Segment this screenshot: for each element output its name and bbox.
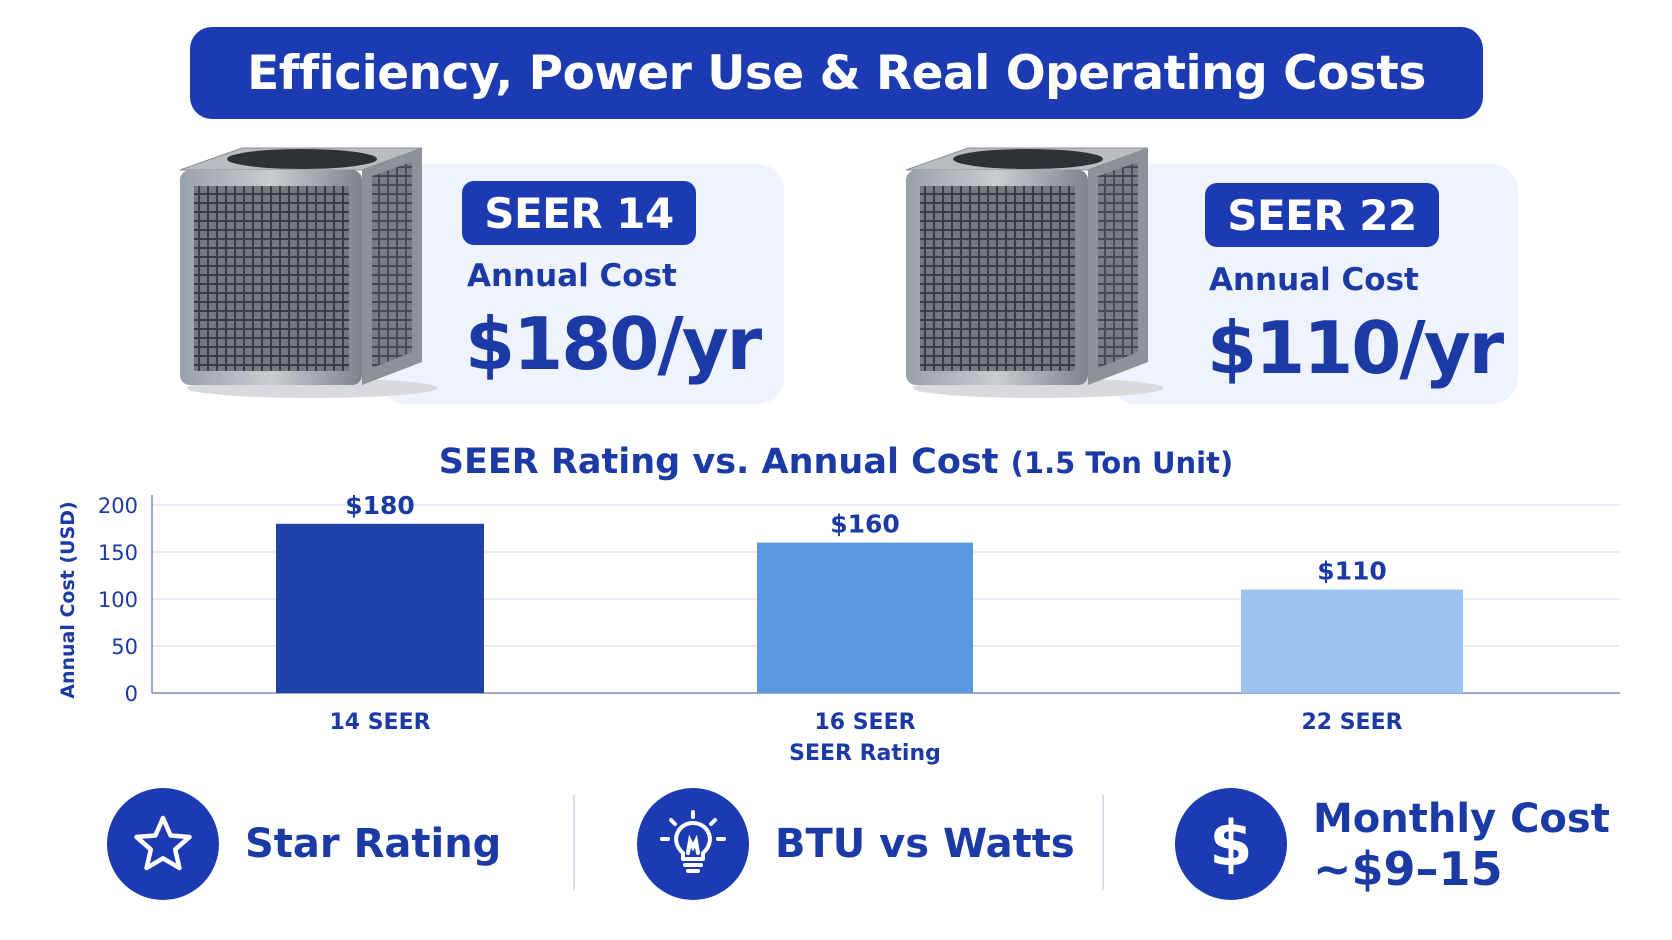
bar	[276, 523, 484, 693]
seer14-cost-value: $180/yr	[465, 302, 762, 386]
data-label: $110	[1317, 557, 1387, 586]
monthly-cost-value: ~$9–15	[1313, 842, 1503, 896]
feature-label-monthly-cost: Monthly Cost ~$9–15	[1313, 794, 1610, 894]
bar	[1241, 589, 1463, 693]
y-tick-label: 100	[98, 588, 138, 612]
bar	[757, 542, 973, 693]
y-tick-label: 200	[98, 494, 138, 518]
x-tick-label: 16 SEER	[814, 710, 915, 735]
title-banner: Efficiency, Power Use & Real Operating C…	[190, 27, 1483, 119]
chart-title: SEER Rating vs. Annual Cost (1.5 Ton Uni…	[0, 442, 1672, 482]
divider	[573, 795, 575, 890]
seer14-badge: SEER 14	[462, 181, 696, 245]
feature-btu-vs-watts: BTU vs Watts	[637, 788, 1075, 900]
data-label: $180	[345, 491, 415, 520]
y-axis-label: Annual Cost (USD)	[57, 501, 79, 699]
y-tick-label: 150	[98, 541, 138, 565]
dollar-icon: $	[1175, 788, 1287, 900]
ac-unit-image-seer14	[179, 147, 437, 398]
y-tick-label: 50	[111, 635, 138, 659]
chart-title-main: SEER Rating vs. Annual Cost	[438, 442, 999, 482]
data-label: $160	[830, 510, 900, 539]
seer22-cost-value: $110/yr	[1207, 306, 1504, 390]
monthly-cost-label: Monthly Cost	[1313, 796, 1610, 842]
bar-chart: 0 50 100 150 200 $180 14 SEER $160 16 SEER $110 22…	[57, 491, 1620, 766]
seer14-cost-label: Annual Cost	[467, 258, 677, 294]
feature-label-star-rating: Star Rating	[245, 821, 502, 867]
feature-star-rating: Star Rating	[107, 788, 501, 900]
page-title: Efficiency, Power Use & Real Operating C…	[247, 45, 1426, 101]
lightbulb-icon	[637, 788, 749, 900]
feature-monthly-cost: $ Monthly Cost ~$9–15	[1175, 788, 1610, 900]
star-icon	[107, 788, 219, 900]
seer22-cost-label: Annual Cost	[1209, 262, 1419, 298]
svg-text:$: $	[1209, 809, 1252, 879]
x-tick-label: 14 SEER	[329, 710, 430, 735]
divider	[1102, 795, 1104, 890]
x-axis-label: SEER Rating	[789, 741, 941, 766]
seer22-badge: SEER 22	[1205, 183, 1439, 247]
chart-title-sub: (1.5 Ton Unit)	[1010, 446, 1234, 480]
feature-label-btu-vs-watts: BTU vs Watts	[775, 821, 1075, 867]
ac-unit-image-seer22	[905, 147, 1163, 398]
y-tick-label: 0	[125, 682, 138, 706]
x-tick-label: 22 SEER	[1301, 710, 1402, 735]
